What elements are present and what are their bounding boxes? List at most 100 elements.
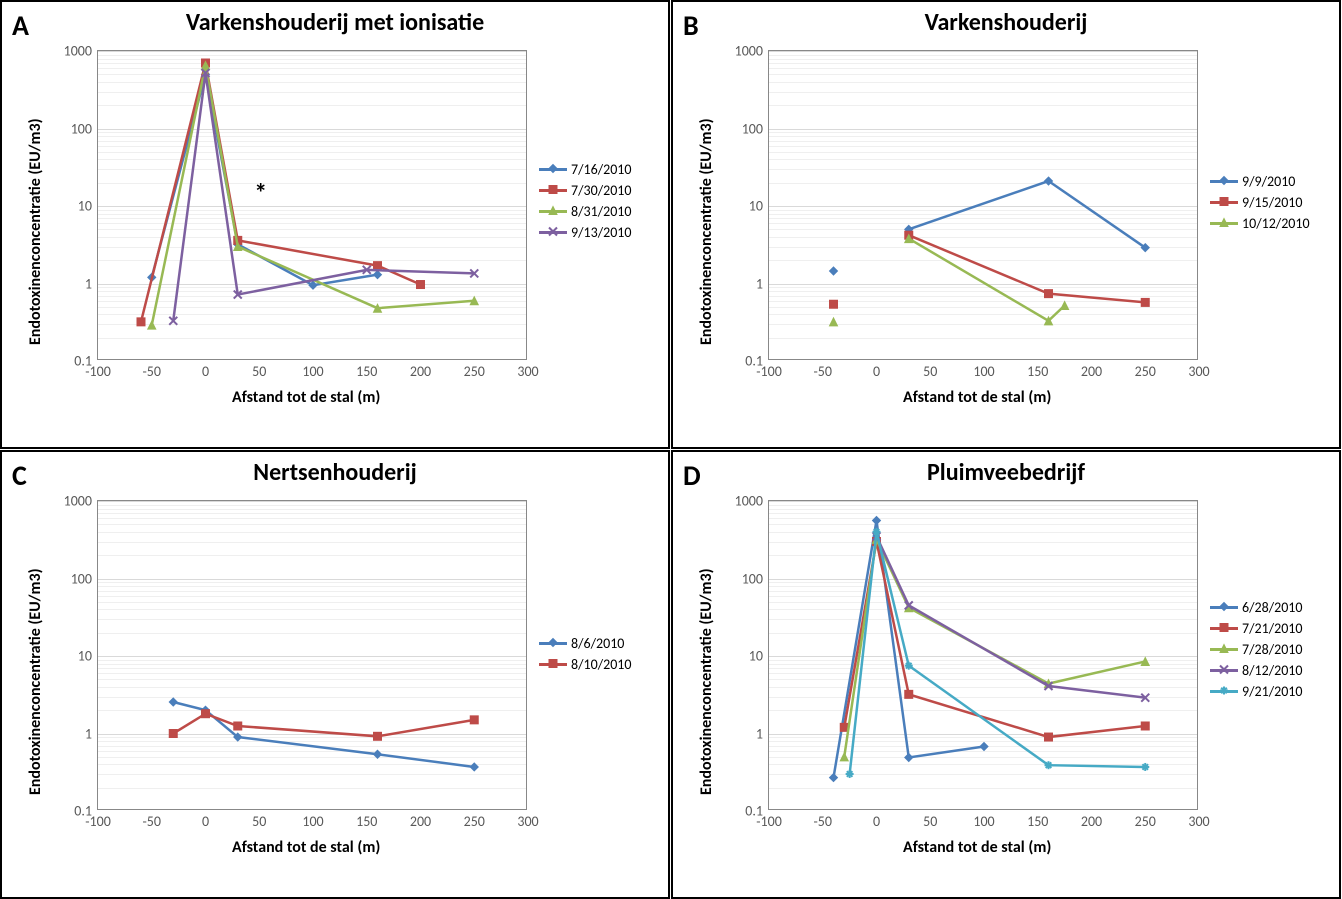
- data-marker: [830, 300, 838, 308]
- data-marker: [873, 517, 881, 525]
- series-line: [909, 181, 1146, 248]
- x-axis-title: Afstand tot de stal (m): [903, 388, 1051, 407]
- data-marker: [470, 716, 478, 724]
- legend-label: 7/16/2010: [571, 161, 631, 178]
- legend-swatch: [1210, 201, 1238, 204]
- x-tick-label: -50: [143, 809, 161, 830]
- y-tick-label: 10: [749, 648, 769, 665]
- x-tick-label: 200: [410, 359, 431, 380]
- data-marker: [873, 528, 881, 536]
- data-marker: [1045, 733, 1053, 741]
- x-tick-label: -100: [756, 809, 782, 830]
- legend-item: 6/28/2010: [1210, 599, 1302, 616]
- y-axis-title: Endotoxinenconcentratie (EU/m3): [26, 568, 45, 795]
- y-tick-label: 10: [78, 198, 98, 215]
- chart-svg: [98, 51, 528, 361]
- data-marker: [905, 754, 913, 762]
- y-tick-label: 1: [85, 275, 98, 292]
- y-tick-label: 1000: [64, 493, 98, 510]
- data-marker: [1141, 298, 1149, 306]
- panel-a: AVarkenshouderij met ionisatie0.11101001…: [0, 0, 670, 449]
- chart-svg: [98, 501, 528, 811]
- x-tick-label: 300: [517, 809, 538, 830]
- legend: 8/6/2010 8/10/2010: [539, 631, 631, 677]
- data-marker: [830, 267, 838, 275]
- x-tick-label: 200: [1081, 809, 1102, 830]
- legend-item: 7/21/2010: [1210, 620, 1302, 637]
- y-tick-label: 100: [742, 570, 769, 587]
- x-tick-label: 150: [1027, 809, 1048, 830]
- panel-b: BVarkenshouderij0.11101001000-100-500501…: [671, 0, 1341, 449]
- legend-swatch: [1210, 606, 1238, 609]
- x-tick-label: 300: [517, 359, 538, 380]
- legend-swatch: [1210, 222, 1238, 225]
- y-tick-label: 1000: [735, 493, 769, 510]
- x-tick-label: 0: [202, 809, 209, 830]
- data-marker: [905, 662, 913, 670]
- legend-label: 7/28/2010: [1242, 641, 1302, 658]
- data-marker: [169, 698, 177, 706]
- y-tick-label: 10: [78, 648, 98, 665]
- legend-item: 8/12/2010: [1210, 662, 1302, 679]
- data-marker: [905, 690, 913, 698]
- series-line: [877, 536, 1146, 697]
- y-axis-title: Endotoxinenconcentratie (EU/m3): [697, 118, 716, 345]
- x-axis-title: Afstand tot de stal (m): [903, 838, 1051, 857]
- x-axis-title: Afstand tot de stal (m): [232, 838, 380, 857]
- x-tick-label: 200: [410, 809, 431, 830]
- x-tick-label: -50: [814, 809, 832, 830]
- data-marker: [148, 321, 156, 329]
- chart-svg: [769, 51, 1199, 361]
- data-marker: [169, 730, 177, 738]
- data-marker: [374, 750, 382, 758]
- data-marker: [1141, 722, 1149, 730]
- legend-swatch: [539, 210, 567, 213]
- x-tick-label: 100: [302, 809, 323, 830]
- legend-swatch: [539, 231, 567, 234]
- legend-label: 7/30/2010: [571, 182, 631, 199]
- series-line: [141, 63, 421, 322]
- legend-item: 8/31/2010: [539, 203, 631, 220]
- data-marker: [830, 318, 838, 326]
- y-tick-label: 1000: [64, 43, 98, 60]
- legend-label: 9/21/2010: [1242, 683, 1302, 700]
- x-tick-label: 0: [202, 359, 209, 380]
- series-line: [909, 235, 1146, 302]
- legend-label: 8/6/2010: [571, 635, 624, 652]
- legend-swatch: [539, 189, 567, 192]
- legend-item: 7/16/2010: [539, 161, 631, 178]
- legend-item: 9/15/2010: [1210, 194, 1310, 211]
- panel-title: Nertsenhouderij: [2, 458, 668, 487]
- data-marker: [374, 262, 382, 270]
- x-tick-label: 250: [464, 809, 485, 830]
- legend-swatch: [1210, 627, 1238, 630]
- x-tick-label: 150: [1027, 359, 1048, 380]
- panel-title: Varkenshouderij met ionisatie: [2, 8, 668, 37]
- legend-item: 9/21/2010: [1210, 683, 1302, 700]
- x-tick-label: 250: [1135, 809, 1156, 830]
- legend-label: 9/15/2010: [1242, 194, 1302, 211]
- series-line: [173, 702, 474, 767]
- x-tick-label: -100: [85, 809, 111, 830]
- x-tick-label: 250: [464, 359, 485, 380]
- legend: 9/9/20109/15/201010/12/2010: [1210, 169, 1310, 236]
- data-marker: [202, 710, 210, 718]
- y-tick-label: 1: [756, 275, 769, 292]
- x-tick-label: 150: [356, 809, 377, 830]
- x-tick-label: 250: [1135, 359, 1156, 380]
- x-tick-label: 300: [1188, 359, 1209, 380]
- legend-swatch: [1210, 180, 1238, 183]
- legend-label: 6/28/2010: [1242, 599, 1302, 616]
- y-axis-title: Endotoxinenconcentratie (EU/m3): [697, 568, 716, 795]
- x-tick-label: 50: [923, 359, 937, 380]
- x-tick-label: -50: [143, 359, 161, 380]
- x-tick-label: 50: [923, 809, 937, 830]
- y-tick-label: 1: [85, 725, 98, 742]
- legend-item: 8/10/2010: [539, 656, 631, 673]
- x-tick-label: 100: [302, 359, 323, 380]
- legend-item: 7/30/2010: [539, 182, 631, 199]
- data-marker: [1045, 290, 1053, 298]
- data-marker: [374, 732, 382, 740]
- chart-svg: [769, 501, 1199, 811]
- data-marker: [846, 770, 854, 778]
